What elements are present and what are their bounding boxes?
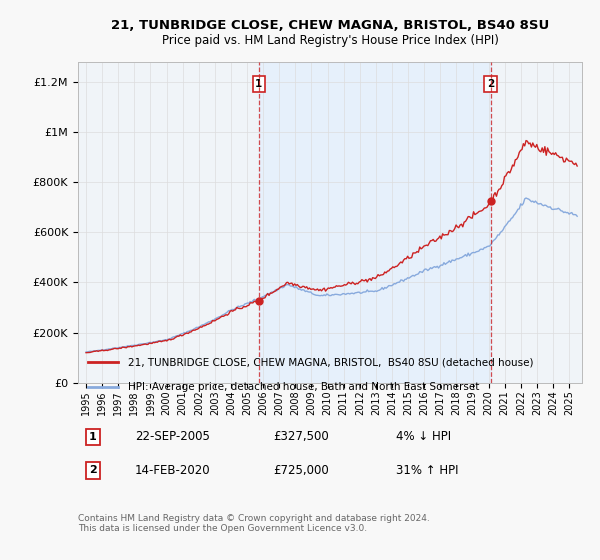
- Text: 21, TUNBRIDGE CLOSE, CHEW MAGNA, BRISTOL, BS40 8SU: 21, TUNBRIDGE CLOSE, CHEW MAGNA, BRISTOL…: [111, 18, 549, 32]
- Bar: [259, 62, 491, 382]
- Text: 31% ↑ HPI: 31% ↑ HPI: [396, 464, 458, 477]
- Text: 14-FEB-2020: 14-FEB-2020: [135, 464, 211, 477]
- Text: Contains HM Land Registry data © Crown copyright and database right 2024.
This d: Contains HM Land Registry data © Crown c…: [78, 514, 430, 533]
- Text: 1: 1: [89, 432, 97, 442]
- Text: £327,500: £327,500: [273, 430, 329, 444]
- Text: £725,000: £725,000: [273, 464, 329, 477]
- Text: HPI: Average price, detached house, Bath and North East Somerset: HPI: Average price, detached house, Bath…: [128, 382, 480, 392]
- Text: 22-SEP-2005: 22-SEP-2005: [135, 430, 210, 444]
- Text: 1: 1: [255, 79, 262, 89]
- Text: 21, TUNBRIDGE CLOSE, CHEW MAGNA, BRISTOL,  BS40 8SU (detached house): 21, TUNBRIDGE CLOSE, CHEW MAGNA, BRISTOL…: [128, 357, 534, 367]
- Text: 4% ↓ HPI: 4% ↓ HPI: [396, 430, 451, 444]
- Text: 2: 2: [487, 79, 494, 89]
- Text: Price paid vs. HM Land Registry's House Price Index (HPI): Price paid vs. HM Land Registry's House …: [161, 34, 499, 48]
- Text: 2: 2: [89, 465, 97, 475]
